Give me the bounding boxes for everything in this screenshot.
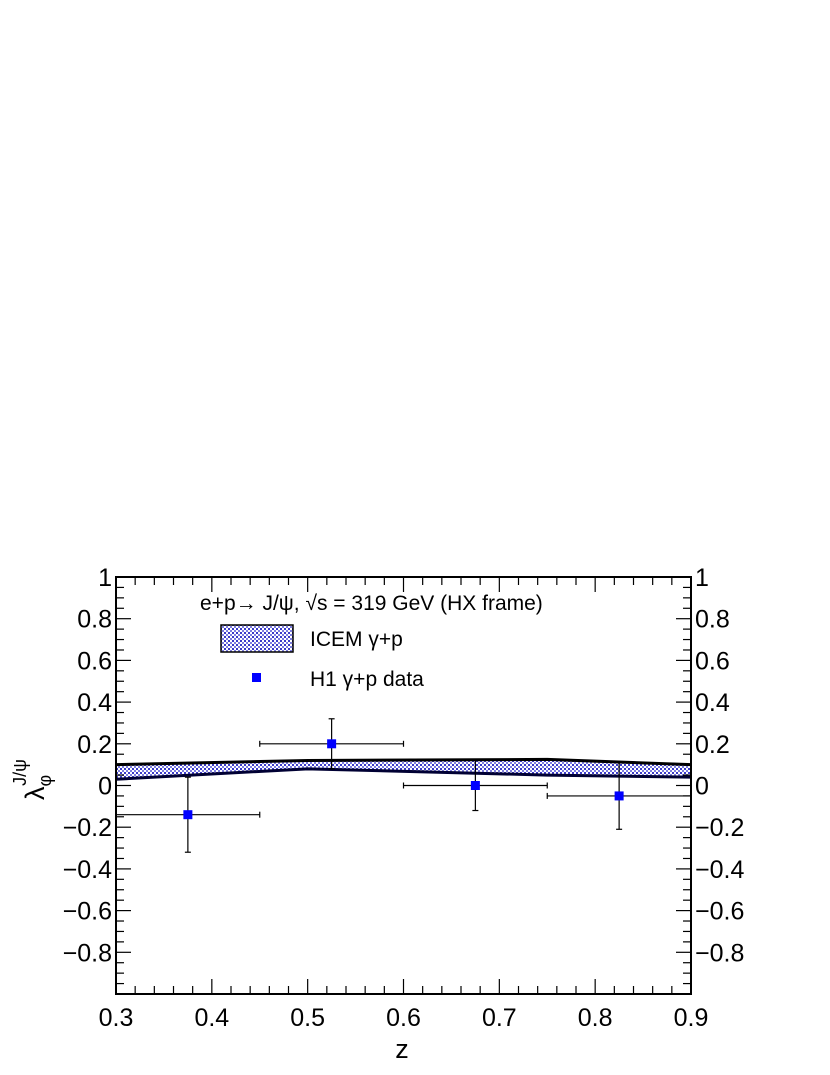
legend: ICEM γ+p H1 γ+p data [220,624,424,691]
x-tick-label: 0.4 [194,1004,229,1032]
y-axis-title-main: λ [20,786,50,800]
y-tick-label: −0.2 [63,814,112,842]
right-y-tick-label: −0.2 [695,814,744,842]
x-tick-label: 0.5 [290,1004,325,1032]
x-tick-label: 0.6 [386,1004,421,1032]
h1-data-point [402,759,548,812]
x-tick-label: 0.7 [482,1004,517,1032]
y-tick-label: −0.6 [63,898,112,926]
y-axis-title-sub: φ [35,775,55,787]
y-tick-label: 0.8 [77,606,112,634]
y-tick-labels: 1 0.8 0.6 0.4 0.2 0 −0.2 −0.4 −0.6 −0.8 [63,564,112,967]
y-tick-label: 1 [98,564,112,592]
legend-swatch-icem [220,624,294,653]
axis-ticks [115,576,692,995]
y-axis-title: λφ J/ψ [10,759,55,800]
annotation-sqrt-arg: s [317,592,328,615]
process-annotation: e+p→ J/ψ, √s = 319 GeV (HX frame) [200,592,543,615]
annotation-suffix: = 319 GeV (HX frame) [327,592,542,615]
h1-marker [327,739,337,749]
y-tick-label: 0.4 [77,689,112,717]
x-axis-title: z [395,1034,409,1064]
y-tick-label: −0.4 [63,856,112,884]
y-tick-label: −0.8 [63,939,112,967]
right-y-tick-label: 1 [695,564,709,592]
right-y-tick-labels: 1 0.8 0.6 0.4 0.2 0 −0.2 −0.4 −0.6 −0.8 [695,564,744,967]
legend-label-icem: ICEM γ+p [310,628,403,651]
right-y-tick-label: 0 [695,773,709,801]
y-tick-label: 0 [98,773,112,801]
legend-label-h1: H1 γ+p data [310,668,424,691]
h1-data-layer [115,718,692,853]
right-y-tick-label: 0.4 [695,689,730,717]
h1-marker [183,810,193,820]
legend-marker-h1 [252,673,261,682]
sqrt-sign: √ [305,592,317,615]
x-tick-label: 0.9 [674,1004,709,1032]
y-axis-title-sup: J/ψ [10,759,30,786]
right-y-tick-label: −0.8 [695,939,744,967]
right-y-tick-label: −0.6 [695,898,744,926]
right-y-tick-label: 0.2 [695,731,730,759]
y-tick-label: 0.2 [77,731,112,759]
x-tick-labels: 0.3 0.4 0.5 0.6 0.7 0.8 0.9 [99,1004,709,1032]
right-y-tick-label: 0.6 [695,647,730,675]
h1-data-point [115,776,261,853]
y-tick-label: 0.6 [77,647,112,675]
h1-data-point [259,718,405,770]
svg-text:λφJ/ψ: λφ J/ψ [10,759,55,800]
h1-marker [614,791,624,801]
annotation-prefix: e+p→ J/ψ, [200,592,305,615]
x-tick-label: 0.3 [99,1004,134,1032]
icem-band-layer [115,757,692,781]
x-tick-label: 0.8 [578,1004,613,1032]
right-y-tick-label: 0.8 [695,606,730,634]
right-y-tick-label: −0.4 [695,856,744,884]
h1-marker [470,781,480,790]
